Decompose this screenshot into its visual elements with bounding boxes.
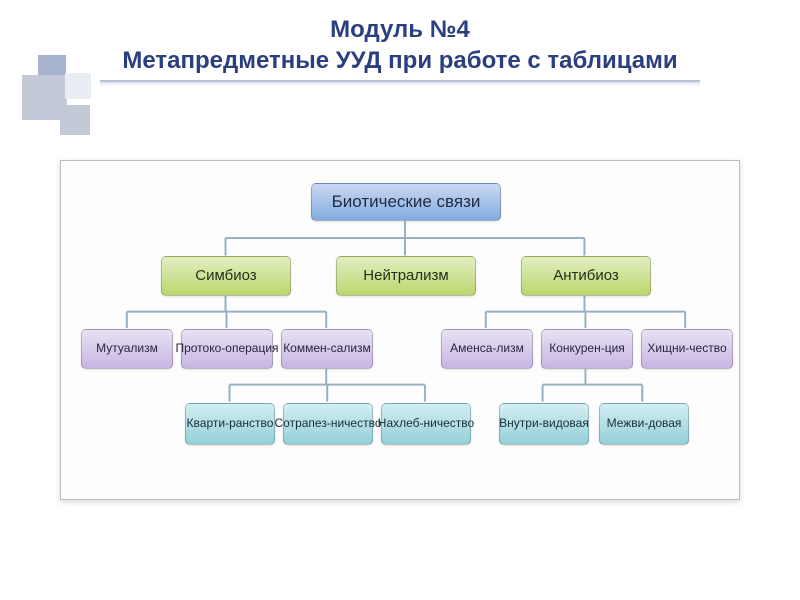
node-pred: Хищни-чество [641,329,733,369]
node-kvart: Кварти-ранство [185,403,275,445]
node-mutu: Мутуализм [81,329,173,369]
node-amen: Аменса-лизм [441,329,533,369]
diagram-frame: Биотические связи Симбиоз Нейтрализм Антиби… [60,160,740,500]
node-konk: Конкурен-ция [541,329,633,369]
node-vnutr: Внутри-видовая [499,403,589,445]
node-anti: Антибиоз [521,256,651,296]
node-root: Биотические связи [311,183,501,221]
node-proto: Протоко-операция [181,329,273,369]
node-neut: Нейтрализм [336,256,476,296]
node-symb: Симбиоз [161,256,291,296]
title-line-2: Метапредметные УУД при работе с таблицам… [122,47,677,74]
node-sotr: Сотрапез-ничество [283,403,373,445]
node-comm: Коммен-сализм [281,329,373,369]
node-nahleb: Нахлеб-ничество [381,403,471,445]
title-divider-fade [100,82,700,86]
node-mezh: Межви-довая [599,403,689,445]
decorative-squares [0,55,130,155]
title-line-1: Модуль №4 [330,16,470,43]
